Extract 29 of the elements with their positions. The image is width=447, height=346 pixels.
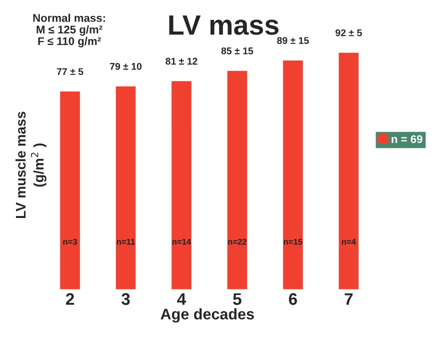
data-label: 92 ± 5 — [336, 29, 362, 36]
annotation: n=11 — [116, 238, 135, 245]
annotation: n=14 — [172, 238, 192, 245]
x-axis-title: Age decades — [160, 308, 254, 323]
x-tick-label: 4 — [177, 293, 186, 305]
y-axis-title: LV muscle mass (g/m$^{2}$ ) — [15, 112, 46, 218]
data-label: 77 ± 5 — [56, 68, 84, 76]
bar — [58, 90, 82, 290]
annotation: n=22 — [228, 238, 247, 245]
bar — [114, 84, 138, 290]
data-label: 81 ± 12 — [166, 58, 198, 65]
data-label: 85 ± 15 — [221, 47, 254, 54]
legend-label: n = 69 — [392, 135, 422, 144]
data-label: 79 ± 10 — [110, 62, 142, 70]
x-tick-label: 6 — [288, 293, 297, 305]
x-tick-label: 5 — [233, 293, 242, 305]
x-tick-label: 3 — [122, 293, 130, 305]
bar — [337, 51, 360, 290]
chart-title: LV mass — [169, 15, 278, 35]
annotation: n=4 — [342, 238, 356, 245]
bar — [170, 80, 193, 290]
annotation: n=3 — [63, 238, 78, 245]
bar — [282, 59, 304, 290]
text: Normal mass: M ≤ 125 g/m² F ≤ 110 g/m² — [33, 14, 105, 48]
x-tick-label: 7 — [344, 293, 353, 305]
bar — [226, 69, 249, 290]
x-tick-label: 2 — [66, 293, 74, 305]
annotation: n=15 — [284, 238, 302, 245]
data-label: 89 ± 15 — [277, 37, 309, 44]
